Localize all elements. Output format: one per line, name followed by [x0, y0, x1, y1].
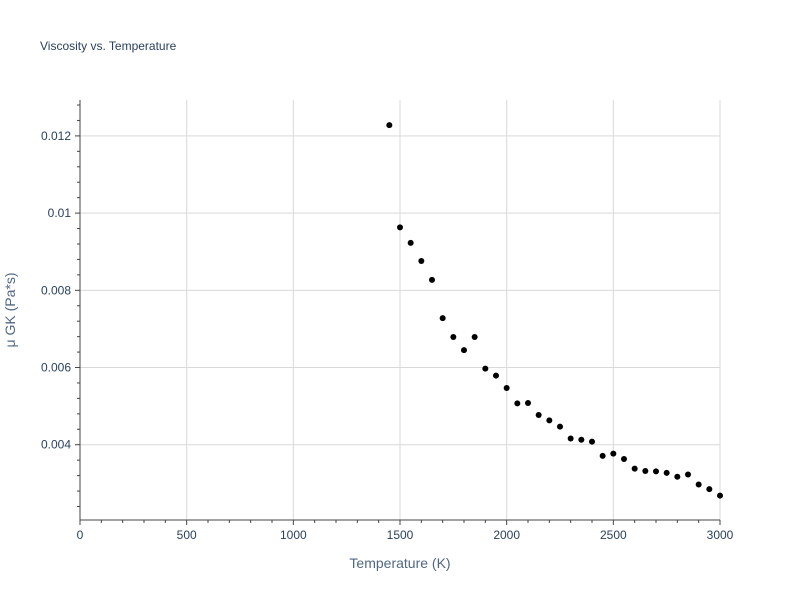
x-axis-title: Temperature (K)	[349, 555, 450, 571]
y-axis-title: μ GK (Pa*s)	[2, 273, 18, 348]
data-point	[386, 122, 393, 129]
chart-title: Viscosity vs. Temperature	[40, 39, 177, 53]
x-tick-label: 1000	[280, 528, 307, 542]
data-point	[429, 276, 435, 283]
data-point	[621, 456, 627, 463]
x-tick-label: 0	[77, 528, 84, 542]
x-tick-label: 3000	[707, 528, 734, 542]
data-point	[610, 450, 617, 457]
data-point	[471, 334, 478, 341]
x-tick-label: 2000	[493, 528, 520, 542]
data-point	[546, 417, 553, 424]
data-point	[482, 365, 489, 372]
y-tick-label: 0.004	[41, 438, 71, 452]
data-point	[653, 468, 659, 475]
data-point	[514, 400, 521, 407]
data-point	[461, 347, 467, 354]
data-point	[642, 467, 649, 474]
grid	[80, 100, 721, 520]
data-point	[493, 372, 499, 379]
data-point	[450, 334, 457, 341]
data-point	[599, 452, 606, 459]
y-tick-label: 0.006	[41, 361, 71, 375]
data-point	[578, 436, 585, 443]
x-tick-label: 500	[177, 528, 197, 542]
x-tick-label: 1500	[387, 528, 414, 542]
data-point	[557, 423, 563, 430]
data-point	[631, 465, 638, 472]
y-tick-label: 0.012	[41, 129, 71, 143]
data-points	[386, 122, 723, 499]
data-point	[706, 486, 713, 493]
data-point	[567, 435, 574, 442]
y-tick-label: 0.01	[48, 206, 72, 220]
data-point	[439, 315, 446, 322]
data-point	[685, 471, 691, 478]
data-point	[525, 400, 531, 407]
data-point	[695, 481, 702, 488]
data-point	[418, 257, 425, 264]
data-point	[397, 224, 403, 231]
y-tick-label: 0.008	[41, 283, 71, 297]
data-point	[663, 469, 670, 476]
data-point	[535, 412, 542, 418]
x-tick-label: 2500	[600, 528, 627, 542]
data-point	[503, 384, 510, 391]
data-point	[589, 438, 595, 445]
data-point	[717, 492, 723, 499]
data-point	[407, 239, 414, 246]
data-point	[674, 473, 681, 480]
axes: 0 500 1000 1500 2000 2500 3000 0.004 0.006 0.008 0…	[41, 100, 734, 542]
